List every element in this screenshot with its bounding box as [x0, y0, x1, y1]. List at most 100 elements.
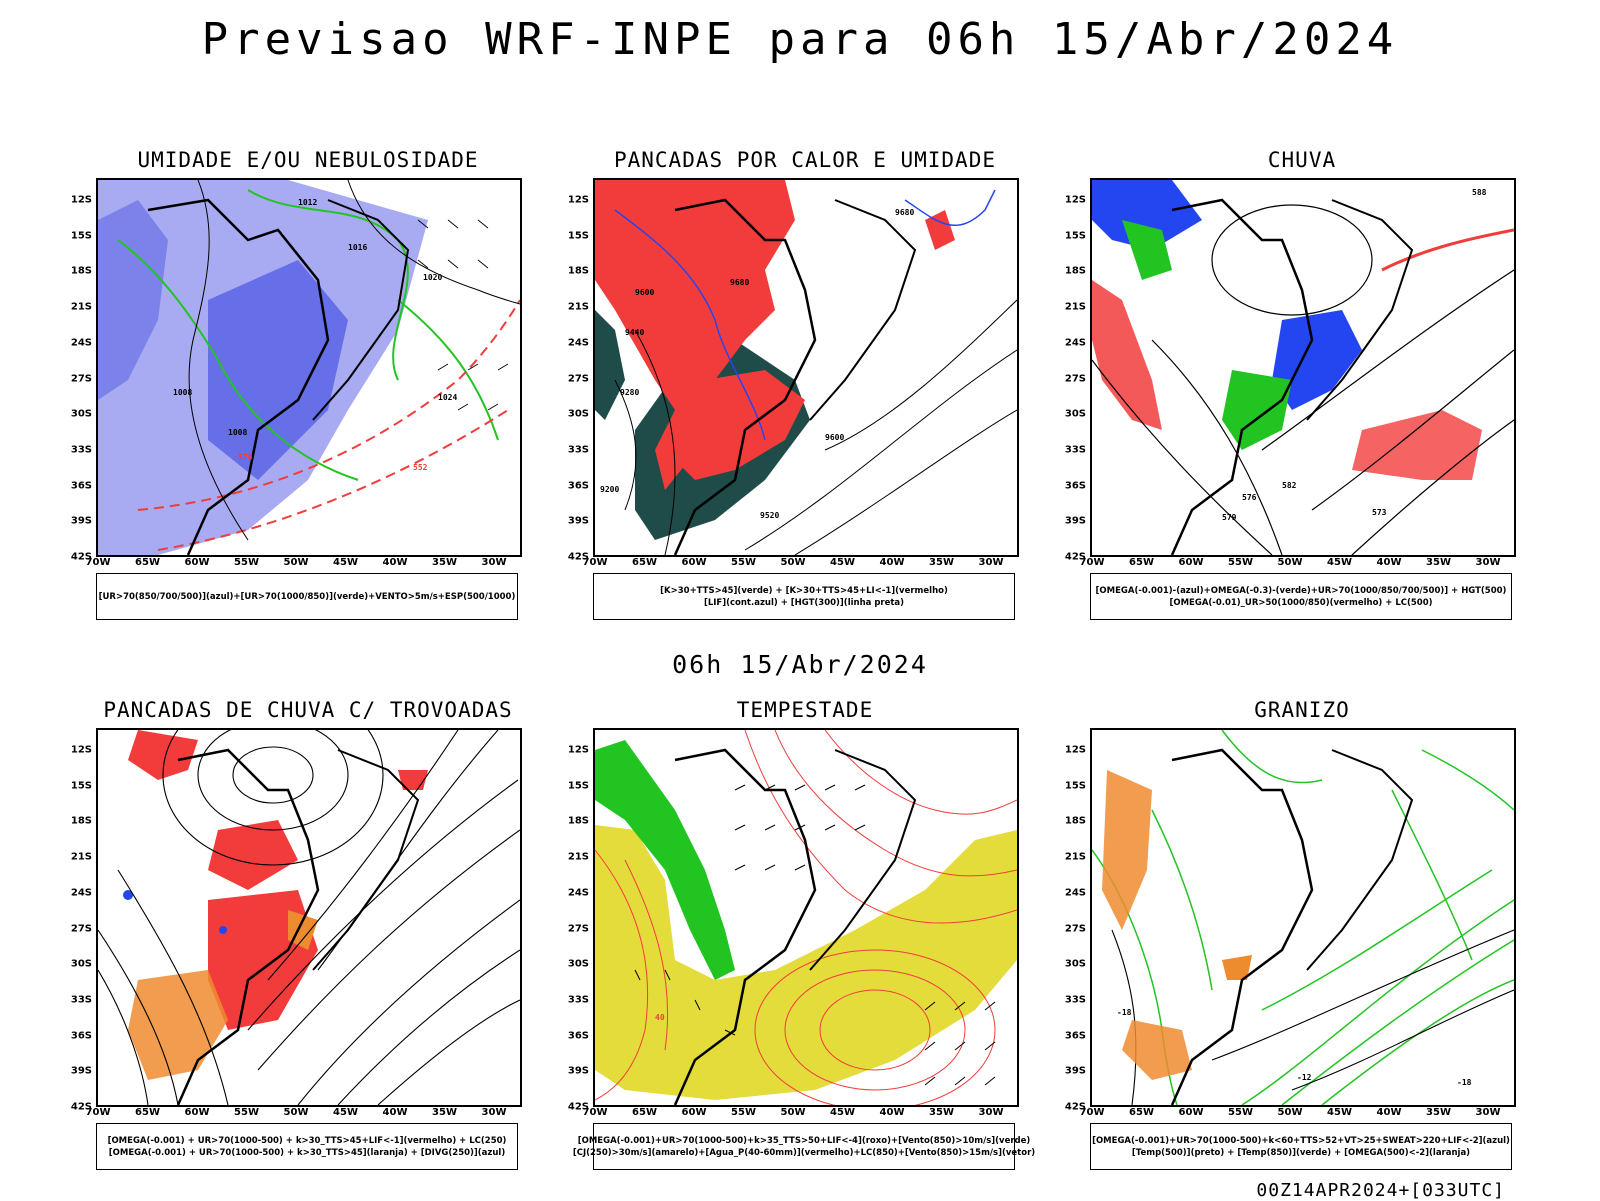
latitude-tick-label: 39S — [70, 1065, 92, 1077]
longitude-tick-label: 55W — [731, 1107, 756, 1118]
longitude-tick-label: 35W — [1426, 557, 1451, 568]
hgt500-contour — [1311, 349, 1514, 511]
contour-label: 576 — [1242, 493, 1257, 502]
latitude-tick-label: 33S — [567, 444, 589, 456]
omega-green-field — [1122, 220, 1172, 280]
longitude-tick-label: 35W — [432, 1107, 457, 1118]
panel-pancadas-calor: PANCADAS POR CALOR E UMIDADE 12S 15S 18S 21… — [568, 148, 1035, 628]
longitude-tick-label: 35W — [929, 557, 954, 568]
precipitable-water-contours — [595, 730, 1017, 1105]
latitude-tick-label: 42S — [567, 551, 589, 563]
red-instability-field — [675, 370, 805, 480]
longitude-tick-label: 45W — [333, 1107, 358, 1118]
longitude-axis: 70W 65W 60W 55W 50W 45W 40W 35W 30W — [583, 557, 1019, 571]
teal-instability-field — [595, 310, 625, 420]
longitude-tick-label: 60W — [1178, 557, 1204, 568]
temp500-contours — [1111, 929, 1514, 1105]
legend-line: [OMEGA(-0.001)-(azul)+OMEGA(-0.3)-(verde… — [1095, 585, 1507, 596]
map-canvas — [98, 730, 520, 1105]
coastline — [809, 199, 917, 421]
model-run-label: 00Z14APR2024+[033UTC] — [1256, 1180, 1505, 1201]
country-borders — [147, 198, 330, 555]
latitude-tick-label: 27S — [70, 923, 92, 934]
thickness-contour — [157, 409, 509, 551]
map-canvas: 9680 9680 9600 9440 9280 9600 9520 9200 — [595, 180, 1017, 555]
contour-label: 570 — [238, 453, 253, 462]
contour-label: 1016 — [348, 243, 367, 252]
panel-legend: [UR>70(850/700/500)](azul)+[UR>70(1000/8… — [96, 573, 518, 620]
latitude-tick-label: 30S — [567, 408, 589, 420]
map-granizo: -18 -12 -18 — [1090, 728, 1516, 1107]
humidity-west-field — [98, 200, 168, 400]
longitude-tick-label: 55W — [234, 1107, 259, 1118]
jet-stream-yellow-field — [595, 825, 1017, 1100]
longitude-tick-label: 65W — [632, 557, 657, 568]
legend-line: [LIF](cont.azul) + [HGT(300)](linha pret… — [703, 597, 905, 608]
latitude-tick-label: 30S — [1064, 958, 1086, 970]
latitude-tick-label: 18S — [1064, 265, 1086, 277]
country-borders — [1170, 748, 1314, 1105]
pressure-contour — [347, 180, 520, 305]
longitude-tick-label: 60W — [184, 557, 210, 568]
longitude-tick-label: 50W — [283, 1107, 309, 1118]
latitude-tick-label: 27S — [567, 923, 589, 934]
longitude-tick-label: 70W — [85, 557, 111, 568]
coastline — [312, 199, 410, 421]
latitude-tick-label: 15S — [70, 230, 92, 242]
map-tempestade: 40 — [593, 728, 1019, 1107]
panel-title: GRANIZO — [1254, 698, 1350, 722]
longitude-tick-label: 55W — [1228, 557, 1253, 568]
latitude-tick-label: 21S — [70, 851, 92, 863]
latitude-tick-label: 15S — [567, 780, 589, 792]
latitude-tick-label: 36S — [567, 1030, 589, 1042]
longitude-axis: 70W 65W 60W 55W 50W 45W 40W 35W 30W — [1080, 557, 1516, 571]
legend-line: [Temp(500)](preto) + [Temp(850)](verde) … — [1131, 1147, 1471, 1158]
latitude-tick-label: 33S — [70, 444, 92, 456]
latitude-tick-label: 21S — [1064, 301, 1086, 313]
humidity-core-field — [208, 260, 348, 480]
longitude-tick-label: 30W — [1475, 557, 1501, 568]
latitude-axis: 12S 15S 18S 21S 24S 27S 30S 33S 36S 39S 42S — [555, 728, 593, 1113]
longitude-tick-label: 45W — [830, 1107, 855, 1118]
latitude-tick-label: 39S — [1064, 515, 1086, 527]
hgt300-contour — [634, 329, 676, 555]
contour-label: -18 — [1117, 1008, 1132, 1017]
map-canvas: 588 576 573 582 579 — [1092, 180, 1514, 555]
longitude-tick-label: 50W — [780, 1107, 806, 1118]
longitude-tick-label: 50W — [1277, 557, 1303, 568]
country-borders — [673, 748, 817, 1105]
longitude-tick-label: 70W — [1079, 1107, 1105, 1118]
panel-legend: [OMEGA(-0.001)+UR>70(1000-500)+k<60+TTS>… — [1090, 1123, 1512, 1170]
wind-vectors — [417, 219, 509, 411]
panel-title: PANCADAS POR CALOR E UMIDADE — [613, 148, 996, 172]
panel-legend: [OMEGA(-0.001)-(azul)+OMEGA(-0.3)-(verde… — [1090, 573, 1512, 620]
latitude-tick-label: 15S — [1064, 230, 1086, 242]
lif-contour — [614, 209, 766, 441]
latitude-axis: 12S 15S 18S 21S 24S 27S 30S 33S 36S 39S 42S — [1052, 728, 1090, 1113]
latitude-tick-label: 30S — [70, 958, 92, 970]
longitude-axis: 70W 65W 60W 55W 50W 45W 40W 35W 30W — [1080, 1107, 1516, 1121]
temp850-contours — [1092, 730, 1514, 1105]
longitude-tick-label: 60W — [184, 1107, 210, 1118]
latitude-tick-label: 24S — [567, 337, 589, 349]
longitude-tick-label: 30W — [1475, 1107, 1501, 1118]
latitude-tick-label: 39S — [567, 1065, 589, 1077]
longitude-tick-label: 30W — [978, 1107, 1004, 1118]
longitude-tick-label: 40W — [1376, 1107, 1402, 1118]
latitude-tick-label: 12S — [1064, 194, 1086, 206]
contour-label: 9200 — [600, 485, 619, 494]
contour-label: 9440 — [625, 328, 644, 337]
contour-label: -12 — [1297, 1073, 1312, 1082]
country-borders — [1170, 198, 1314, 555]
latitude-tick-label: 36S — [1064, 1030, 1086, 1042]
contour-label: 552 — [413, 463, 428, 472]
latitude-tick-label: 24S — [1064, 887, 1086, 899]
latitude-tick-label: 33S — [70, 994, 92, 1006]
hgt300-contour — [824, 299, 1017, 451]
map-umidade: 1012 1016 1020 1024 1008 1008 570 552 — [96, 178, 522, 557]
longitude-tick-label: 55W — [731, 557, 756, 568]
longitude-tick-label: 40W — [382, 557, 408, 568]
contour-label: 9600 — [635, 288, 654, 297]
latitude-tick-label: 42S — [567, 1101, 589, 1113]
longitude-tick-label: 55W — [234, 557, 259, 568]
